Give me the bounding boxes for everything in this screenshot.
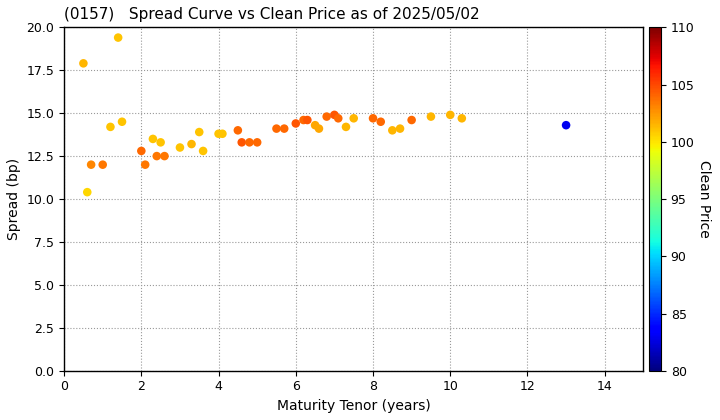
- Point: [174, 144, 186, 151]
- Point: [375, 118, 387, 125]
- Point: [387, 127, 398, 134]
- Point: [197, 147, 209, 154]
- Point: [290, 120, 302, 127]
- Point: [302, 117, 313, 123]
- Point: [151, 153, 163, 160]
- Point: [367, 115, 379, 122]
- Point: [217, 130, 228, 137]
- Point: [310, 122, 321, 129]
- Point: [78, 60, 89, 67]
- Point: [104, 123, 116, 130]
- Point: [86, 161, 97, 168]
- Point: [444, 112, 456, 118]
- Point: [194, 129, 205, 135]
- Point: [328, 112, 340, 118]
- Point: [155, 139, 166, 146]
- Point: [116, 118, 127, 125]
- Y-axis label: Clean Price: Clean Price: [697, 160, 711, 238]
- Point: [213, 130, 225, 137]
- Point: [251, 139, 263, 146]
- Point: [298, 117, 310, 123]
- Point: [81, 189, 93, 196]
- Point: [243, 139, 255, 146]
- Point: [135, 147, 147, 154]
- Point: [147, 136, 158, 142]
- Point: [348, 115, 359, 122]
- Point: [313, 125, 325, 132]
- Point: [321, 113, 333, 120]
- Point: [426, 113, 437, 120]
- Point: [271, 125, 282, 132]
- Point: [186, 141, 197, 147]
- Point: [395, 125, 406, 132]
- Point: [333, 115, 344, 122]
- Point: [232, 127, 243, 134]
- Y-axis label: Spread (bp): Spread (bp): [7, 158, 21, 240]
- Point: [97, 161, 109, 168]
- Point: [140, 161, 151, 168]
- Point: [406, 117, 418, 123]
- Point: [112, 34, 124, 41]
- Point: [158, 153, 170, 160]
- Point: [456, 115, 467, 122]
- Text: (0157)   Spread Curve vs Clean Price as of 2025/05/02: (0157) Spread Curve vs Clean Price as of…: [64, 7, 480, 22]
- Point: [560, 122, 572, 129]
- Point: [236, 139, 248, 146]
- X-axis label: Maturity Tenor (years): Maturity Tenor (years): [276, 399, 431, 413]
- Point: [341, 123, 352, 130]
- Point: [279, 125, 290, 132]
